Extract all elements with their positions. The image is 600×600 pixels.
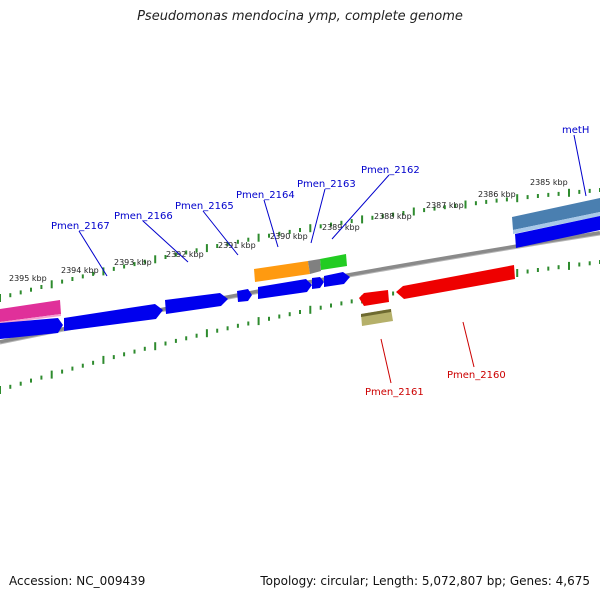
reverse-gene-labels: Pmen_2161 Pmen_2160 (365, 370, 506, 398)
gene-arrow-steelblue-shadow (513, 212, 600, 234)
leader-line (142, 220, 189, 263)
gene-arrow-blue-1[interactable] (0, 318, 63, 339)
gene-arrow-blue-3[interactable] (165, 293, 228, 314)
tick-label: 2389 kbp (322, 223, 360, 232)
gene-arrow-blue-5[interactable] (258, 279, 312, 299)
leader-line (380, 338, 392, 384)
tick-label-group: 2395 kbp 2394 kbp 2393 kbp 2392 kbp 2391… (9, 178, 568, 283)
gene-arrow-pink-shadow (0, 314, 61, 324)
gene-label[interactable]: Pmen_2161 (365, 387, 424, 398)
gene-label[interactable]: Pmen_2160 (447, 370, 506, 381)
gene-label[interactable]: metH (562, 125, 589, 136)
gene-label[interactable]: Pmen_2166 (114, 211, 173, 222)
gene-arrow-blue-2[interactable] (64, 304, 163, 331)
genome-stats-text: Topology: circular; Length: 5,072,807 bp… (260, 574, 590, 588)
tick-label: 2391 kbp (218, 241, 256, 250)
tick-label: 2394 kbp (61, 266, 99, 275)
tick-label: 2395 kbp (9, 274, 47, 283)
gene-arrow-blue-6[interactable] (312, 277, 324, 289)
gene-arrow-gray[interactable] (308, 259, 321, 274)
leader-line (263, 199, 279, 248)
leader-line (310, 188, 326, 244)
gene-arrow-khaki-top (361, 309, 391, 317)
gene-label[interactable]: Pmen_2165 (175, 201, 234, 212)
tick-label: 2386 kbp (478, 190, 516, 199)
forward-leader-lines (78, 134, 587, 277)
gene-label[interactable]: Pmen_2163 (297, 179, 356, 190)
gene-arrow-orange[interactable] (254, 261, 310, 282)
genome-title: Pseudomonas mendocina ymp, complete geno… (137, 9, 463, 24)
leader-line (331, 174, 390, 240)
leader-line (202, 210, 239, 256)
gene-arrow-red-large[interactable] (396, 265, 515, 299)
reverse-strand-genes (359, 265, 515, 326)
gene-arrow-pink[interactable] (0, 300, 61, 322)
tick-label: 2387 kbp (426, 201, 464, 210)
gene-arrow-steelblue[interactable] (512, 198, 600, 230)
leader-line (78, 230, 108, 277)
tick-label: 2390 kbp (270, 232, 308, 241)
gene-arrow-blue-meth[interactable] (515, 216, 600, 248)
accession-text: Accession: NC_009439 (9, 574, 146, 588)
gene-arrow-blue-7[interactable] (324, 272, 350, 287)
forward-gene-labels: Pmen_2167 Pmen_2166 Pmen_2165 Pmen_2164 … (51, 125, 589, 232)
tick-label: 2392 kbp (166, 250, 204, 259)
gene-label[interactable]: Pmen_2164 (236, 190, 295, 201)
gene-arrow-green[interactable] (320, 254, 347, 270)
gene-arrow-blue-4[interactable] (237, 289, 252, 302)
reverse-leader-lines (380, 321, 475, 384)
leader-line (573, 134, 587, 197)
tick-label: 2385 kbp (530, 178, 568, 187)
tick-label: 2388 kbp (374, 212, 412, 221)
gene-label[interactable]: Pmen_2167 (51, 221, 110, 232)
tick-label: 2393 kbp (114, 258, 152, 267)
gene-label[interactable]: Pmen_2162 (361, 165, 420, 176)
leader-line (462, 321, 475, 368)
gene-arrow-red-small[interactable] (359, 290, 389, 306)
forward-strand-genes (0, 198, 600, 339)
